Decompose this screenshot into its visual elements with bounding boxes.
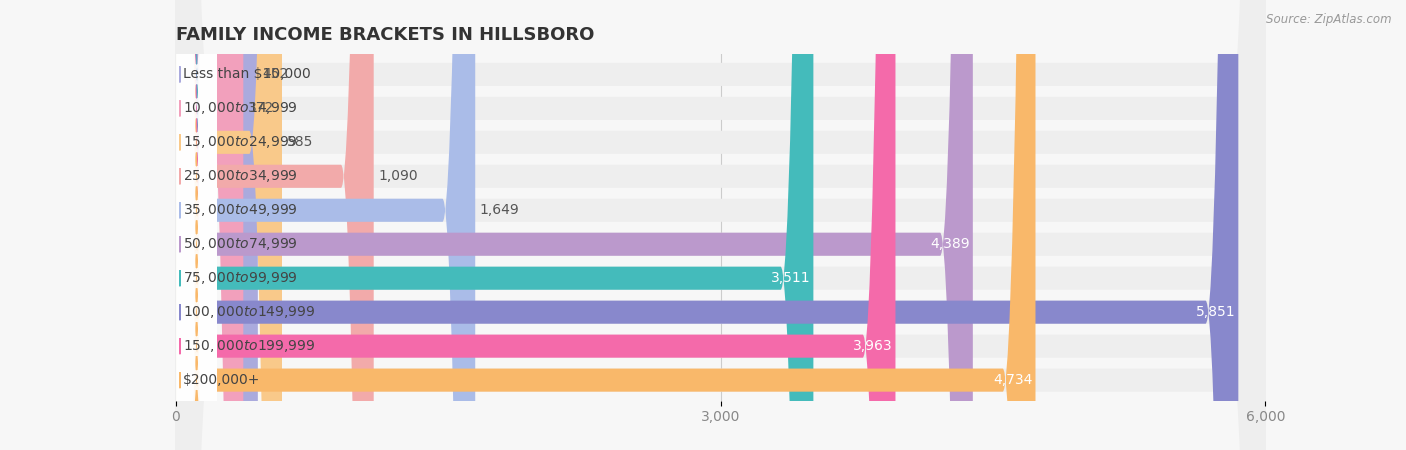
Text: 4,734: 4,734 xyxy=(994,373,1033,387)
FancyBboxPatch shape xyxy=(176,0,475,450)
FancyBboxPatch shape xyxy=(176,0,1265,450)
FancyBboxPatch shape xyxy=(176,0,814,450)
FancyBboxPatch shape xyxy=(176,0,1265,450)
FancyBboxPatch shape xyxy=(176,0,243,450)
FancyBboxPatch shape xyxy=(176,0,1265,450)
FancyBboxPatch shape xyxy=(176,0,973,450)
Text: $10,000 to $14,999: $10,000 to $14,999 xyxy=(183,100,298,117)
Text: $200,000+: $200,000+ xyxy=(183,373,260,387)
FancyBboxPatch shape xyxy=(177,0,217,450)
FancyBboxPatch shape xyxy=(176,0,1265,450)
FancyBboxPatch shape xyxy=(177,0,217,450)
FancyBboxPatch shape xyxy=(176,0,1265,450)
Text: FAMILY INCOME BRACKETS IN HILLSBORO: FAMILY INCOME BRACKETS IN HILLSBORO xyxy=(176,26,595,44)
FancyBboxPatch shape xyxy=(177,0,217,450)
FancyBboxPatch shape xyxy=(177,0,217,450)
Text: 372: 372 xyxy=(247,101,274,115)
FancyBboxPatch shape xyxy=(177,0,217,450)
FancyBboxPatch shape xyxy=(176,0,283,450)
Text: $75,000 to $99,999: $75,000 to $99,999 xyxy=(183,270,298,286)
FancyBboxPatch shape xyxy=(176,0,1265,450)
Text: $150,000 to $199,999: $150,000 to $199,999 xyxy=(183,338,315,354)
Text: 4,389: 4,389 xyxy=(931,237,970,251)
FancyBboxPatch shape xyxy=(176,0,1265,450)
Text: Source: ZipAtlas.com: Source: ZipAtlas.com xyxy=(1267,14,1392,27)
Text: $15,000 to $24,999: $15,000 to $24,999 xyxy=(183,134,298,150)
FancyBboxPatch shape xyxy=(176,0,1035,450)
Text: 3,963: 3,963 xyxy=(853,339,893,353)
Text: 585: 585 xyxy=(287,135,314,149)
Text: 1,090: 1,090 xyxy=(378,169,418,183)
FancyBboxPatch shape xyxy=(177,0,217,450)
Text: 5,851: 5,851 xyxy=(1197,305,1236,319)
FancyBboxPatch shape xyxy=(176,0,1265,450)
FancyBboxPatch shape xyxy=(176,0,374,450)
Text: $50,000 to $74,999: $50,000 to $74,999 xyxy=(183,236,298,252)
FancyBboxPatch shape xyxy=(176,0,257,450)
FancyBboxPatch shape xyxy=(176,0,896,450)
Text: 452: 452 xyxy=(263,68,288,81)
FancyBboxPatch shape xyxy=(177,0,217,450)
Text: 1,649: 1,649 xyxy=(479,203,519,217)
Text: $35,000 to $49,999: $35,000 to $49,999 xyxy=(183,202,298,218)
FancyBboxPatch shape xyxy=(177,0,217,450)
FancyBboxPatch shape xyxy=(176,0,1239,450)
Text: Less than $10,000: Less than $10,000 xyxy=(183,68,311,81)
FancyBboxPatch shape xyxy=(176,0,1265,450)
Text: $25,000 to $34,999: $25,000 to $34,999 xyxy=(183,168,298,184)
Text: $100,000 to $149,999: $100,000 to $149,999 xyxy=(183,304,315,320)
FancyBboxPatch shape xyxy=(177,0,217,450)
Text: 3,511: 3,511 xyxy=(770,271,811,285)
FancyBboxPatch shape xyxy=(177,0,217,450)
FancyBboxPatch shape xyxy=(176,0,1265,450)
